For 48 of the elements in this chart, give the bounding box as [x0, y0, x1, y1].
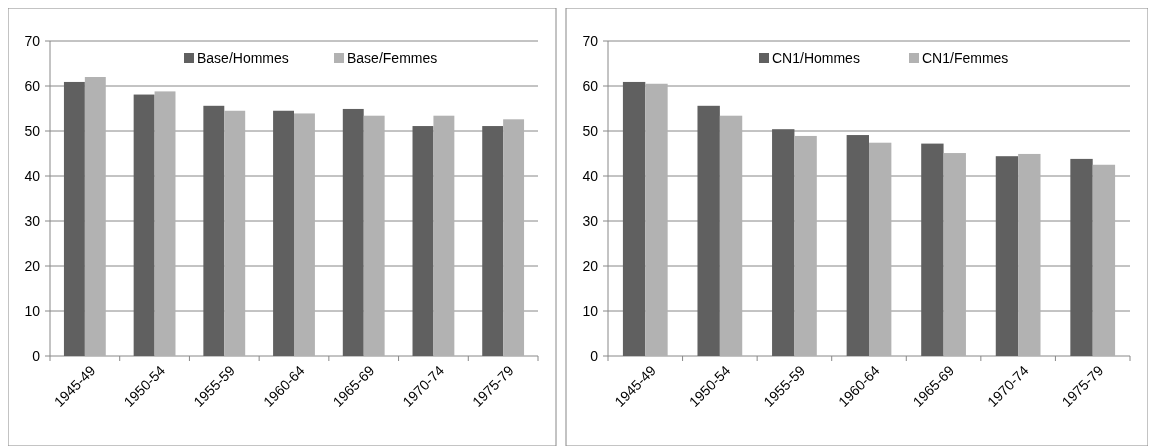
- bar: [846, 135, 869, 356]
- y-tick-label: 50: [582, 122, 599, 139]
- y-tick-label: 0: [32, 347, 41, 364]
- y-tick-label: 60: [24, 77, 41, 94]
- bar: [482, 126, 504, 356]
- bar: [224, 110, 246, 356]
- y-tick-label: 30: [24, 212, 41, 229]
- bar: [273, 110, 294, 356]
- y-tick-label: 60: [582, 77, 599, 94]
- bar: [503, 119, 525, 356]
- bar: [63, 81, 85, 356]
- y-tick-label: 70: [582, 32, 599, 49]
- bar: [412, 126, 434, 356]
- legend-label: Base/Hommes: [197, 49, 289, 66]
- bar: [794, 135, 817, 356]
- bar: [921, 143, 944, 356]
- y-tick-label: 10: [582, 302, 599, 319]
- y-tick-label: 40: [24, 167, 41, 184]
- bar: [995, 156, 1019, 356]
- bar: [1018, 153, 1041, 356]
- bar: [772, 129, 795, 356]
- legend-label: Base/Femmes: [347, 49, 438, 66]
- bar: [84, 77, 106, 356]
- bar: [433, 115, 455, 356]
- bar: [294, 113, 315, 356]
- y-tick-label: 0: [590, 347, 599, 364]
- y-tick-label: 10: [24, 302, 41, 319]
- bar: [869, 142, 892, 356]
- y-tick-label: 50: [24, 122, 41, 139]
- y-tick-label: 70: [24, 32, 41, 49]
- bar: [133, 94, 155, 356]
- bar: [1092, 164, 1116, 356]
- bar: [1070, 158, 1093, 356]
- bar: [645, 83, 668, 356]
- bar: [719, 115, 743, 356]
- y-tick-label: 20: [582, 257, 599, 274]
- legend-label: CN1/Hommes: [772, 49, 860, 66]
- bar: [943, 153, 966, 356]
- bar: [697, 105, 720, 356]
- y-tick-label: 30: [582, 212, 599, 229]
- bar: [363, 115, 385, 356]
- bar: [622, 81, 646, 356]
- bar: [154, 91, 176, 356]
- legend-label: CN1/Femmes: [922, 49, 1009, 66]
- bar: [342, 108, 364, 356]
- bar: [203, 105, 225, 356]
- y-tick-label: 20: [24, 257, 41, 274]
- y-tick-label: 40: [582, 167, 599, 184]
